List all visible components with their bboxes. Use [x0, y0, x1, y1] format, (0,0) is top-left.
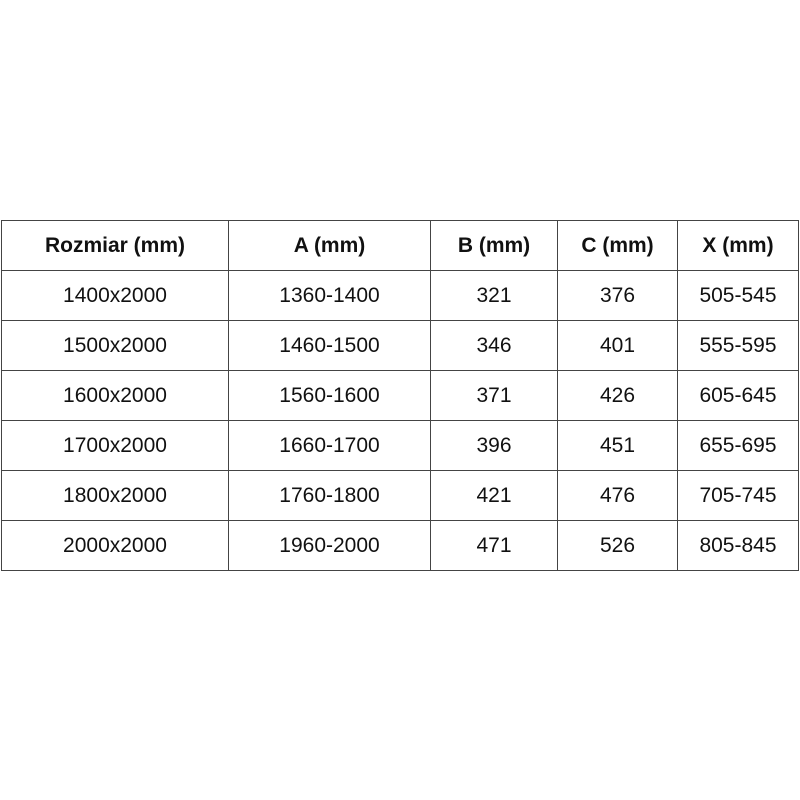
- cell-a: 1960-2000: [228, 520, 431, 571]
- cell-size: 1600x2000: [1, 370, 229, 421]
- cell-a: 1660-1700: [228, 420, 431, 471]
- cell-c: 401: [557, 320, 678, 371]
- cell-size: 1400x2000: [1, 270, 229, 321]
- cell-x: 705-745: [677, 470, 799, 521]
- cell-x: 655-695: [677, 420, 799, 471]
- cell-a: 1460-1500: [228, 320, 431, 371]
- table-row: 1800x2000 1760-1800 421 476 705-745: [1, 470, 799, 521]
- table-row: 1700x2000 1660-1700 396 451 655-695: [1, 420, 799, 471]
- cell-a: 1560-1600: [228, 370, 431, 421]
- cell-b: 321: [430, 270, 558, 321]
- table-row: 1400x2000 1360-1400 321 376 505-545: [1, 270, 799, 321]
- cell-c: 451: [557, 420, 678, 471]
- header-size: Rozmiar (mm): [1, 220, 229, 271]
- cell-x: 805-845: [677, 520, 799, 571]
- cell-b: 371: [430, 370, 558, 421]
- header-a: A (mm): [228, 220, 431, 271]
- cell-b: 346: [430, 320, 558, 371]
- header-x: X (mm): [677, 220, 799, 271]
- table-row: 1600x2000 1560-1600 371 426 605-645: [1, 370, 799, 421]
- cell-c: 426: [557, 370, 678, 421]
- cell-a: 1760-1800: [228, 470, 431, 521]
- cell-c: 526: [557, 520, 678, 571]
- cell-c: 376: [557, 270, 678, 321]
- cell-b: 471: [430, 520, 558, 571]
- dimensions-table: Rozmiar (mm) A (mm) B (mm) C (mm) X (mm)…: [1, 220, 799, 571]
- cell-x: 505-545: [677, 270, 799, 321]
- table-row: 2000x2000 1960-2000 471 526 805-845: [1, 520, 799, 571]
- cell-x: 555-595: [677, 320, 799, 371]
- header-b: B (mm): [430, 220, 558, 271]
- header-row: Rozmiar (mm) A (mm) B (mm) C (mm) X (mm): [1, 220, 799, 271]
- cell-size: 2000x2000: [1, 520, 229, 571]
- cell-size: 1700x2000: [1, 420, 229, 471]
- cell-a: 1360-1400: [228, 270, 431, 321]
- header-c: C (mm): [557, 220, 678, 271]
- table-row: 1500x2000 1460-1500 346 401 555-595: [1, 320, 799, 371]
- cell-size: 1800x2000: [1, 470, 229, 521]
- cell-c: 476: [557, 470, 678, 521]
- cell-b: 396: [430, 420, 558, 471]
- cell-size: 1500x2000: [1, 320, 229, 371]
- cell-b: 421: [430, 470, 558, 521]
- cell-x: 605-645: [677, 370, 799, 421]
